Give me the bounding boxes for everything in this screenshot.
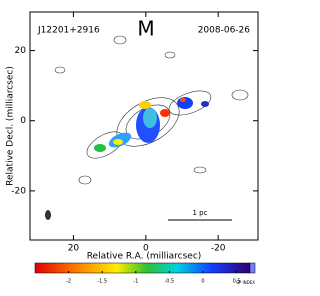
- colorbar-label: SP INDEX: [236, 280, 255, 285]
- x-tick-label: 20: [68, 244, 80, 254]
- scale-bar-label: 1 pc: [193, 209, 208, 217]
- colorbar-tick-label: 0.5: [233, 279, 241, 285]
- colorbar-tick-label: -0.5: [164, 279, 174, 285]
- colorbar-tick-label: 0: [201, 279, 204, 285]
- x-tick-label: 0: [143, 244, 149, 254]
- colorbar-tick-label: -1: [133, 279, 138, 285]
- source-name: J12201+2916: [37, 26, 100, 36]
- colorbar-tick-label: -2: [66, 279, 71, 285]
- y-tick-label: 0: [20, 116, 26, 126]
- plot-frame: [29, 11, 259, 241]
- beam: [45, 210, 51, 220]
- epoch: 2008-06-26: [198, 26, 251, 36]
- chart: J12201+2916 M 2008-06-26 1 pc Relative R…: [6, 11, 259, 285]
- x-axis-label: Relative R.A. (milliarcsec): [87, 252, 202, 262]
- x-tick-label: -20: [211, 244, 226, 254]
- y-tick-label: 20: [15, 46, 27, 56]
- band-label: M: [137, 17, 154, 41]
- y-tick-label: -20: [11, 186, 26, 196]
- colorbar-end: [249, 262, 256, 274]
- colorbar-tick-label: -1.5: [97, 279, 107, 285]
- y-axis-label: Relative Decl. (milliarcsec): [6, 66, 16, 186]
- source-image: [54, 35, 249, 185]
- colorbar: [34, 262, 251, 274]
